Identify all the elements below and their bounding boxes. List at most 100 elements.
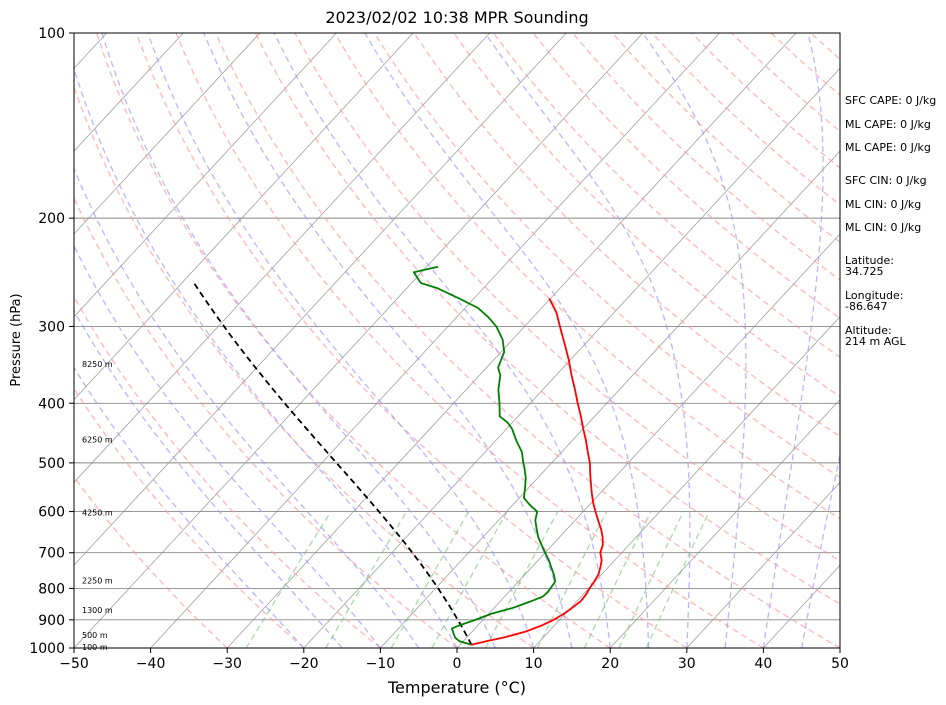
y-tick-label: 600 [38, 505, 65, 521]
y-tick-label: 500 [38, 456, 65, 472]
plot-frame [73, 32, 841, 649]
isotherm-line [74, 33, 337, 318]
isotherm-line [74, 33, 184, 152]
height-label: 6250 m [82, 435, 113, 444]
dry-adiabat [254, 33, 840, 605]
height-label: 500 m [82, 631, 108, 640]
height-label: 2250 m [82, 576, 113, 585]
isotherm-line [380, 150, 840, 648]
isotherm-line [74, 33, 490, 483]
moist-adiabat [762, 33, 824, 648]
dewpoint-profile-line [412, 265, 557, 646]
dry-adiabat [135, 33, 688, 648]
y-tick-label: 300 [38, 319, 65, 335]
moist-adiabat [203, 33, 573, 648]
isotherm-line [533, 316, 840, 648]
height-labels: 100 m 500 m 1300 m 2250 m 4250 m 6250 m 8250 m [82, 360, 113, 652]
location-value: 34.725 [845, 265, 884, 278]
x-tick-label: −40 [136, 656, 166, 672]
moist-adiabat [273, 33, 611, 648]
dry-adiabat [175, 33, 764, 648]
y-tick-label: 100 [38, 26, 65, 42]
x-tick-label: 20 [601, 656, 619, 672]
dry-adiabat [74, 295, 381, 648]
dry-adiabat [74, 196, 458, 648]
x-tick-label: 50 [831, 656, 849, 672]
y-tick-label: 400 [38, 396, 65, 412]
moist-adiabat [74, 244, 381, 648]
x-tick-label: −30 [212, 656, 242, 672]
dry-adiabat [74, 387, 305, 648]
dry-adiabat [215, 33, 840, 648]
mixing-ratio-line [484, 511, 559, 648]
mixing-ratio-line [583, 511, 652, 648]
dry-adiabat [930, 33, 946, 648]
isotherm-line [609, 398, 840, 648]
isotherm-line [74, 33, 644, 648]
x-axis-label: Temperature (°C) [387, 678, 526, 697]
moist-adiabat [74, 309, 343, 648]
y-tick-label: 900 [38, 613, 65, 629]
stat-line: ML CIN: 0 J/kg [845, 221, 921, 234]
moist-adiabat [74, 167, 420, 648]
location-label: Longitude: [845, 289, 903, 302]
stat-line: ML CIN: 0 J/kg [845, 198, 921, 211]
stats-panel: SFC CAPE: 0 J/kg ML CAPE: 0 J/kg ML CAPE: … [845, 94, 936, 348]
stat-line: ML CAPE: 0 J/kg [845, 118, 931, 131]
dry-adiabat [74, 85, 534, 648]
isotherm-line [456, 233, 840, 648]
x-tick-label: 30 [678, 656, 696, 672]
moist-adiabat [147, 33, 535, 648]
y-tick-label: 200 [38, 211, 65, 227]
moist-adiabat [801, 452, 840, 648]
x-tick-label: −20 [289, 656, 319, 672]
moist-adiabat [364, 33, 650, 648]
x-tick-label: −10 [366, 656, 396, 672]
dry-adiabat [453, 33, 840, 398]
x-tick-label: 10 [525, 656, 543, 672]
dry-adiabat [413, 33, 840, 438]
stat-line: SFC CIN: 0 J/kg [845, 174, 927, 187]
x-tick-label: 40 [754, 656, 772, 672]
location-value: -86.647 [845, 300, 887, 313]
isotherm-line [226, 33, 797, 648]
mixing-ratio-line [618, 511, 684, 648]
height-label: 8250 m [82, 360, 113, 369]
dry-adiabat [96, 33, 611, 648]
height-label: 4250 m [82, 508, 113, 517]
y-tick-label: 800 [38, 581, 65, 597]
mixing-ratio-line [245, 511, 332, 648]
dry-adiabat [74, 475, 228, 648]
location-label: Altitude: [845, 324, 892, 337]
isotherm-line [74, 33, 414, 401]
moist-adiabat [642, 33, 747, 648]
x-tick-label: −50 [59, 656, 89, 672]
dry-adiabat [492, 33, 840, 358]
stat-line: ML CAPE: 0 J/kg [845, 141, 931, 154]
stat-line: SFC CAPE: 0 J/kg [845, 94, 936, 107]
data-layer [191, 265, 604, 646]
isotherm-line [150, 33, 720, 648]
axis-layer: −50 −40 −30 −20 −10 0 10 20 30 40 50 1000 900 800 700 6… [29, 26, 849, 672]
mixing-ratio-line [431, 511, 508, 648]
y-axis-label: Pressure (hPa) [9, 293, 24, 386]
x-tick-label: 0 [453, 656, 462, 672]
parcel-profile-line [191, 280, 473, 646]
isotherm-line [686, 481, 840, 648]
isotherm-line [74, 33, 261, 235]
moist-adiabat [74, 366, 305, 648]
location-label: Latitude: [845, 254, 894, 267]
isotherm-line [303, 67, 840, 648]
y-tick-label: 700 [38, 546, 65, 562]
grid-layer [74, 33, 946, 648]
mixing-ratio-line [325, 511, 408, 648]
moist-adiabat [74, 66, 458, 648]
mixing-ratio-line [536, 511, 608, 648]
height-label: 100 m [82, 643, 108, 652]
mixing-ratio-line [645, 511, 710, 648]
height-label: 1300 m [82, 606, 113, 615]
isotherm-line [74, 33, 567, 566]
y-tick-label: 1000 [29, 641, 65, 657]
